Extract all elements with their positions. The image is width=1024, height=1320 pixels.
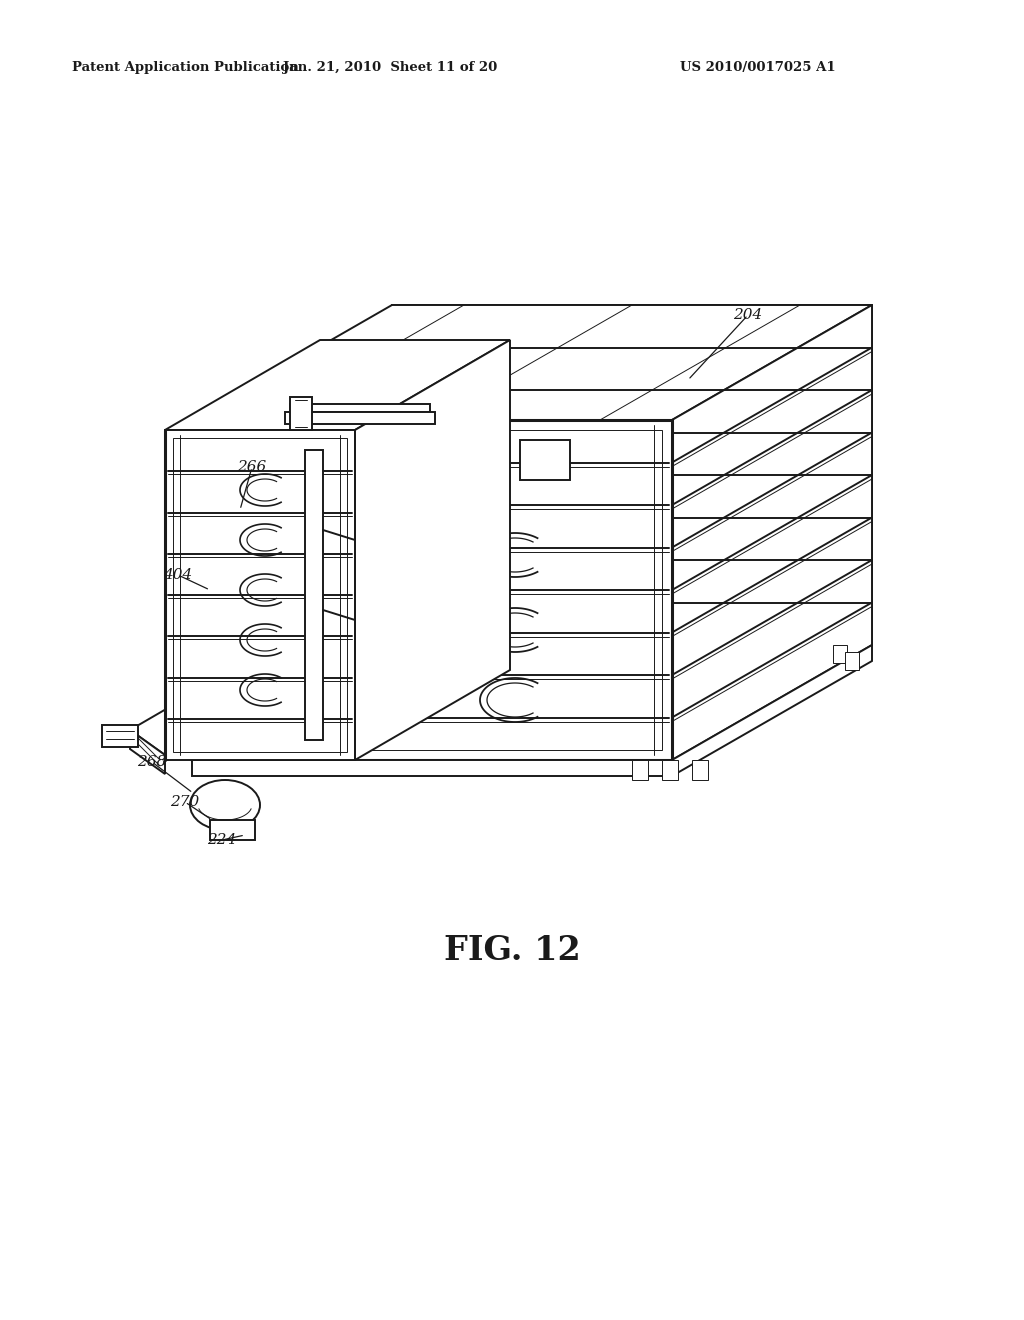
- Polygon shape: [193, 305, 872, 420]
- Text: 268: 268: [137, 755, 167, 770]
- Polygon shape: [193, 420, 672, 760]
- Text: FIG. 12: FIG. 12: [443, 933, 581, 966]
- Polygon shape: [130, 730, 165, 774]
- Polygon shape: [165, 430, 355, 760]
- Text: 404: 404: [164, 568, 193, 582]
- Polygon shape: [290, 397, 312, 430]
- Polygon shape: [845, 652, 859, 671]
- Polygon shape: [173, 438, 347, 752]
- Polygon shape: [193, 420, 672, 760]
- Polygon shape: [285, 412, 435, 424]
- Text: Patent Application Publication: Patent Application Publication: [72, 62, 299, 74]
- Polygon shape: [392, 305, 872, 645]
- Text: 270: 270: [170, 795, 200, 809]
- Polygon shape: [355, 341, 510, 760]
- Text: 204: 204: [733, 308, 763, 322]
- Polygon shape: [402, 313, 862, 638]
- Polygon shape: [210, 820, 255, 840]
- Polygon shape: [193, 760, 672, 776]
- Polygon shape: [165, 341, 510, 430]
- Text: US 2010/0017025 A1: US 2010/0017025 A1: [680, 62, 836, 74]
- Polygon shape: [672, 305, 872, 760]
- Text: 224: 224: [208, 833, 237, 847]
- Text: 266: 266: [238, 459, 266, 474]
- Polygon shape: [833, 645, 847, 663]
- Polygon shape: [202, 430, 662, 750]
- Polygon shape: [290, 404, 430, 412]
- Polygon shape: [692, 760, 708, 780]
- Polygon shape: [662, 760, 678, 780]
- Text: Jan. 21, 2010  Sheet 11 of 20: Jan. 21, 2010 Sheet 11 of 20: [283, 62, 497, 74]
- Polygon shape: [445, 440, 490, 480]
- Polygon shape: [130, 640, 319, 755]
- Ellipse shape: [190, 780, 260, 830]
- Polygon shape: [305, 450, 323, 741]
- Polygon shape: [632, 760, 648, 780]
- Polygon shape: [520, 440, 570, 480]
- Polygon shape: [102, 725, 138, 747]
- Polygon shape: [672, 645, 872, 776]
